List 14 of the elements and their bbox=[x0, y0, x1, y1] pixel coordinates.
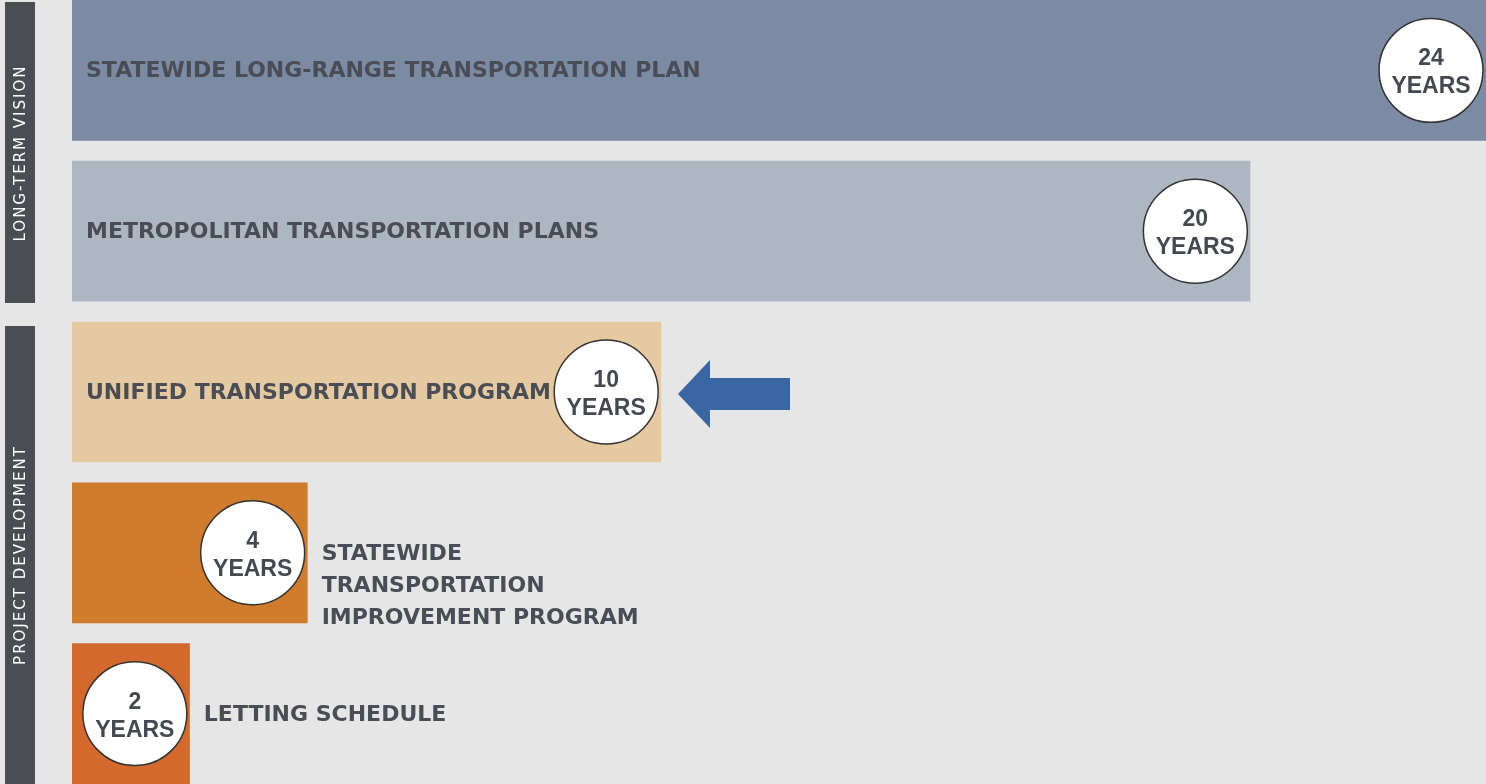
data-label: 2 YEARS bbox=[95, 687, 175, 742]
y-tick-label: UNIFIED TRANSPORTATION PROGRAM bbox=[86, 379, 551, 404]
text: PROJECT DEVELOPMENT bbox=[11, 445, 30, 665]
data-label: 24 YEARS bbox=[1391, 44, 1471, 99]
y-tick-label: METROPOLITAN TRANSPORTATION PLANS bbox=[86, 218, 600, 244]
bar bbox=[72, 160, 1251, 302]
y-tick-label: STATEWIDE LONG-RANGE TRANSPORTATION PLAN bbox=[86, 57, 701, 83]
y-tick-label: STATEWIDE TRANSPORTATION IMPROVEMENT PROGRAM bbox=[321, 539, 639, 629]
data-label: 10 YEARS bbox=[566, 366, 646, 420]
text: LONG-TERM VISION bbox=[11, 64, 30, 241]
bar bbox=[72, 0, 1486, 141]
data-label: 20 YEARS bbox=[1155, 205, 1235, 260]
y-tick-label: LETTING SCHEDULE bbox=[203, 700, 447, 726]
data-label: 4 YEARS bbox=[213, 526, 293, 581]
